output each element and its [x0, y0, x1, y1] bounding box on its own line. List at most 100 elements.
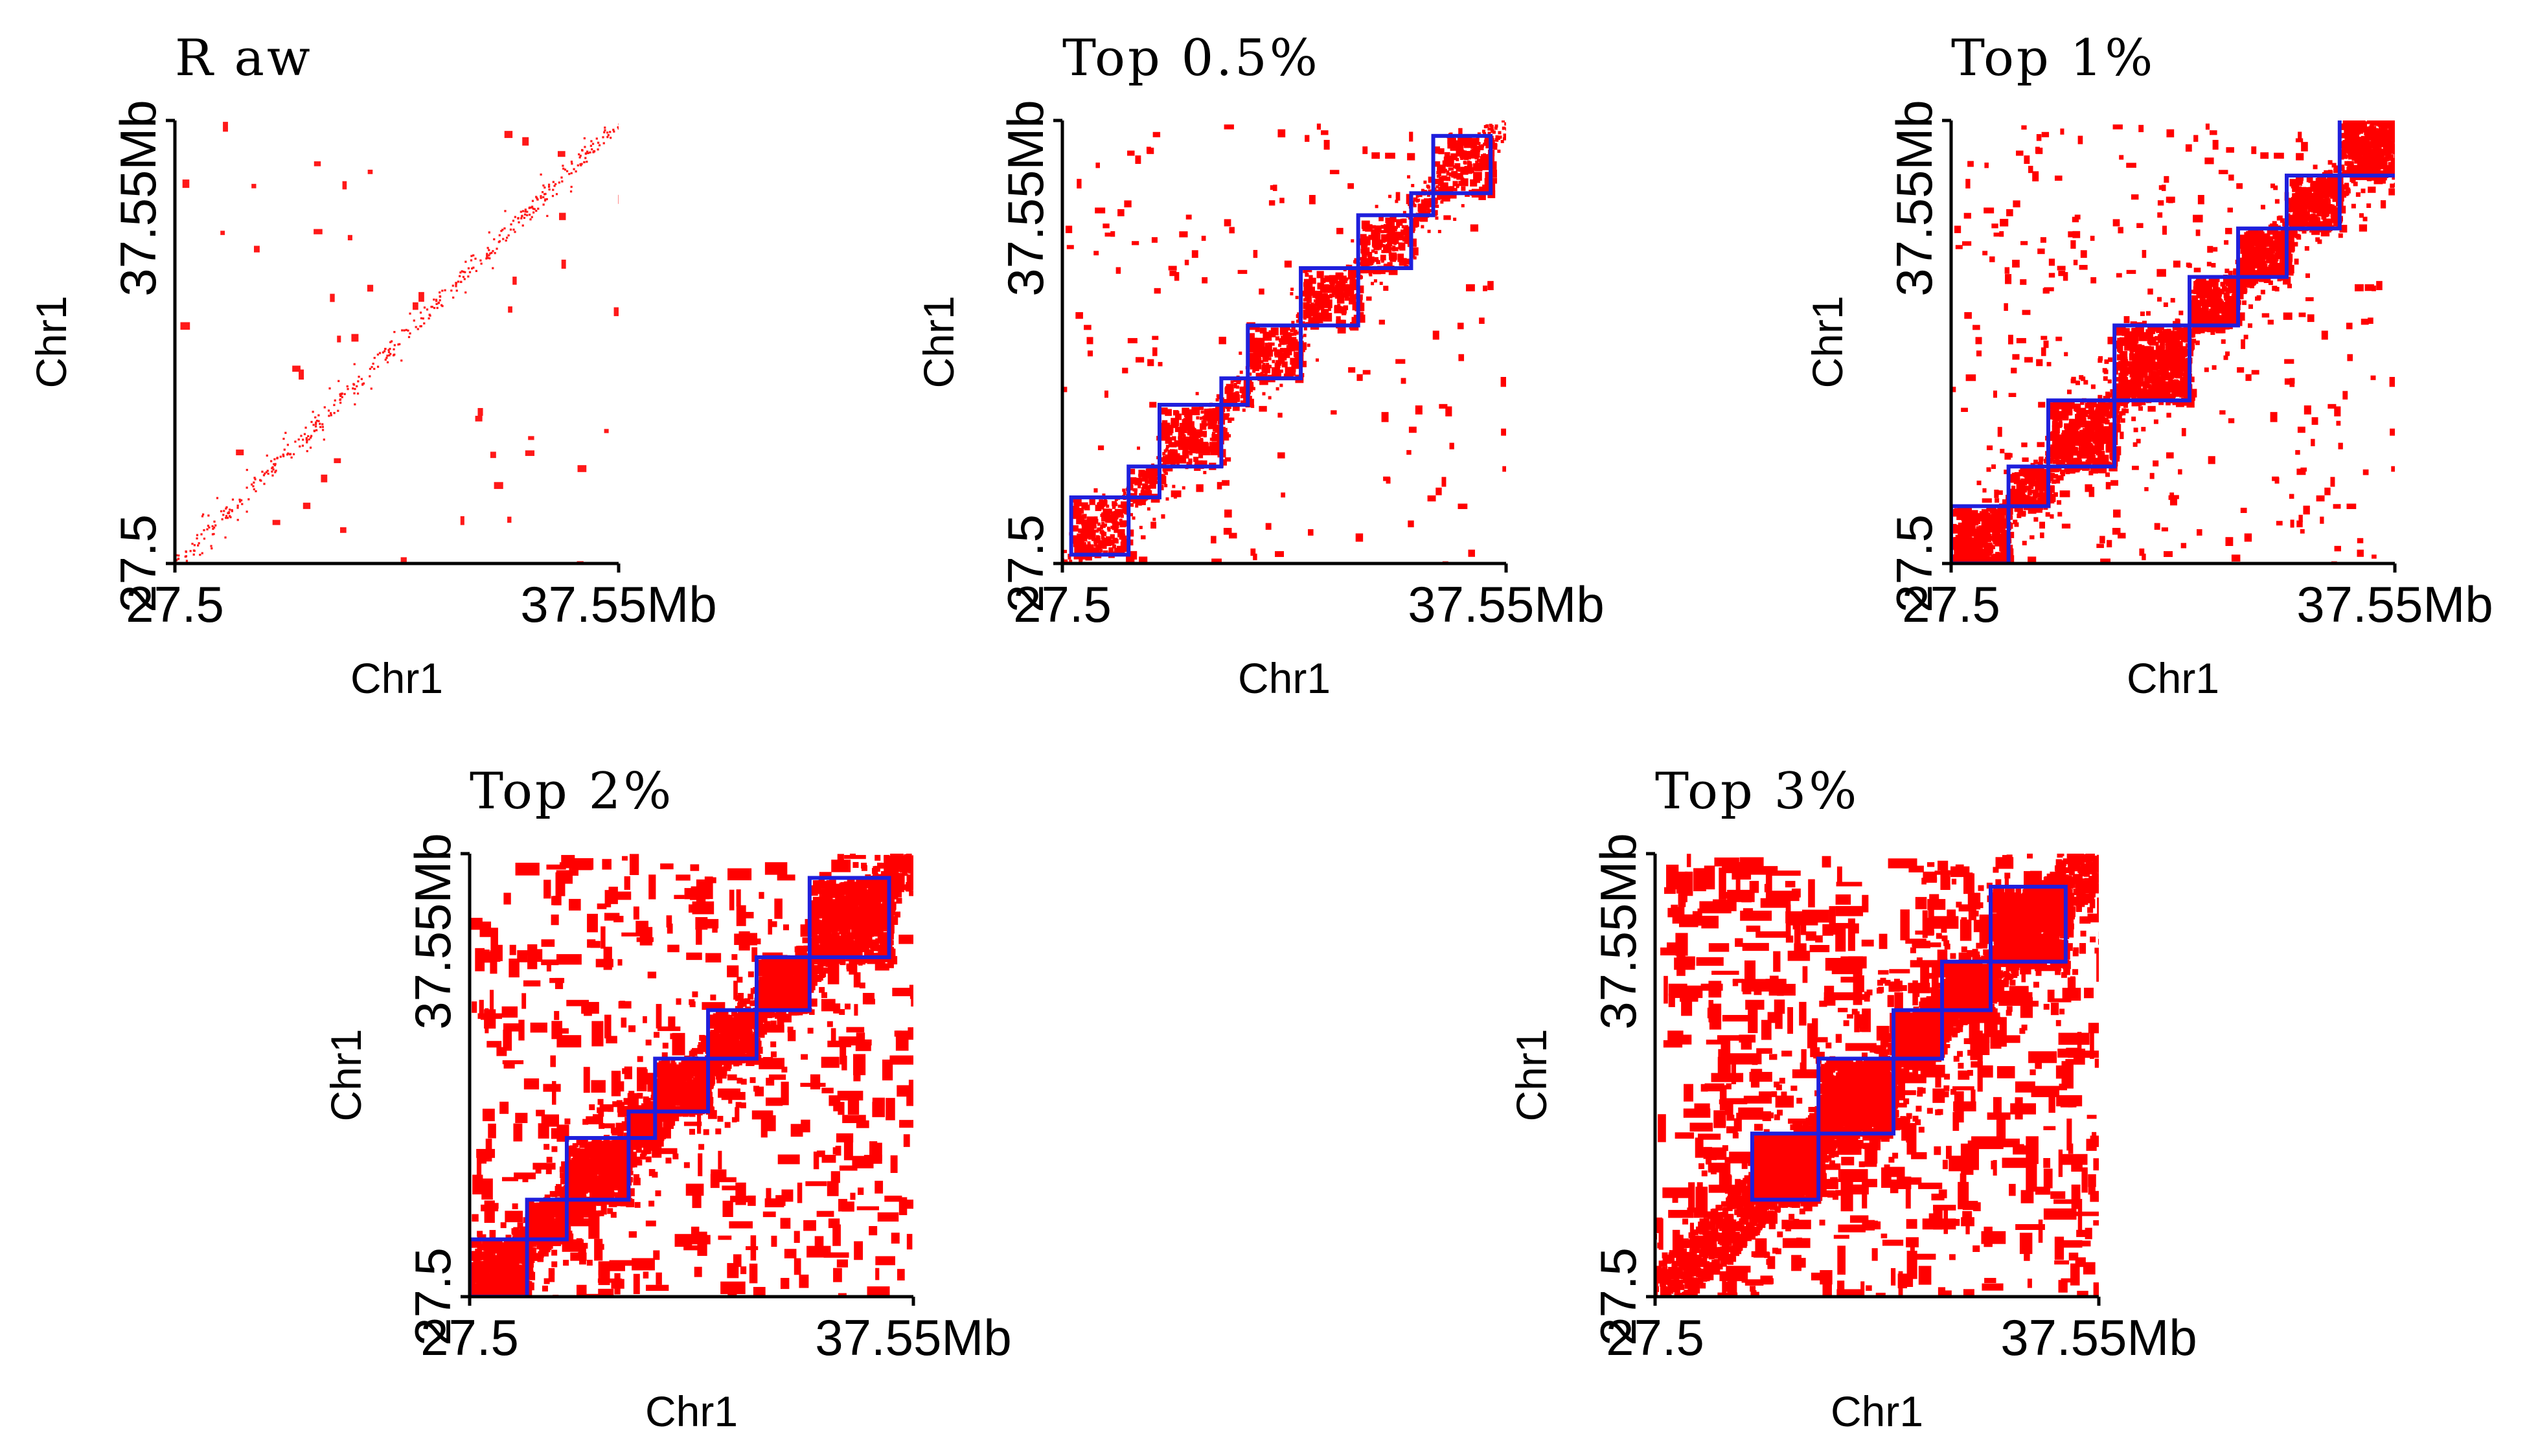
contact-mark	[306, 449, 308, 453]
contact-mark	[2169, 395, 2175, 402]
contact-mark	[1438, 179, 1444, 185]
contact-mark	[521, 215, 523, 218]
contact-mark	[1271, 342, 1275, 346]
contact-mark	[1170, 455, 1175, 461]
contact-mark	[1332, 291, 1336, 295]
contact-mark	[314, 416, 317, 419]
contact-mark	[417, 328, 419, 330]
contact-mark	[1149, 402, 1157, 408]
contact-marks	[175, 122, 619, 563]
contact-mark	[407, 336, 411, 339]
contact-mark	[2073, 404, 2081, 411]
contact-mark	[2173, 387, 2179, 393]
contact-mark	[2018, 489, 2026, 495]
contact-mark	[1470, 145, 1474, 149]
contact-mark	[1233, 383, 1237, 387]
contact-mark	[1978, 555, 1985, 563]
contact-mark	[555, 183, 557, 185]
contact-mark	[1475, 177, 1481, 183]
contact-mark	[1316, 271, 1324, 279]
contact-mark	[212, 526, 216, 529]
contact-mark	[2397, 133, 2402, 138]
contact-mark	[2098, 402, 2104, 409]
contact-mark	[2318, 221, 2324, 227]
contact-mark	[2152, 381, 2159, 389]
contact-mark	[618, 194, 619, 204]
contact-mark	[299, 445, 301, 448]
contact-mark	[2217, 308, 2221, 312]
contact-mark	[2212, 286, 2219, 293]
contact-mark	[1987, 556, 1993, 562]
contact-mark	[1250, 389, 1253, 392]
contact-mark	[337, 336, 341, 343]
contact-mark	[528, 436, 534, 440]
contact-mark	[1196, 484, 1204, 492]
contact-mark	[444, 289, 446, 291]
contact-mark	[323, 406, 326, 409]
contact-mark	[2269, 260, 2274, 266]
contact-mark	[1127, 150, 1135, 156]
contact-mark	[1088, 526, 1095, 533]
contact-mark	[292, 365, 301, 372]
contact-mark	[2278, 215, 2283, 220]
contact-mark	[222, 514, 225, 516]
contact-mark	[2096, 416, 2101, 422]
contact-mark	[2019, 494, 2026, 501]
contact-mark	[1253, 553, 1257, 560]
contact-mark	[2421, 155, 2428, 162]
contact-mark	[203, 538, 206, 540]
contact-mark	[1278, 343, 1282, 347]
contact-mark	[1079, 558, 1083, 562]
contact-mark	[315, 423, 317, 426]
contact-mark	[1456, 168, 1459, 172]
contact-mark	[1147, 359, 1154, 367]
contact-mark	[2083, 431, 2093, 440]
contact-mark	[1497, 149, 1501, 153]
contact-mark	[2308, 179, 2313, 183]
contact-mark	[177, 554, 180, 557]
contact-mark	[312, 411, 314, 413]
contact-mark	[236, 505, 239, 507]
contact-mark	[2414, 124, 2421, 132]
contact-mark	[462, 275, 465, 279]
contact-mark	[542, 196, 545, 199]
contact-mark	[1450, 167, 1454, 171]
contact-mark	[2177, 386, 2181, 391]
contact-mark	[2108, 357, 2113, 362]
contact-mark	[2075, 450, 2081, 455]
contact-mark	[1215, 426, 1221, 433]
contact-mark	[1085, 553, 1092, 561]
contact-mark	[1992, 553, 1998, 560]
contact-mark	[1440, 200, 1444, 204]
contact-mark	[1429, 209, 1433, 212]
contact-mark	[1463, 140, 1472, 148]
contact-mark	[464, 271, 466, 273]
contact-mark	[2191, 315, 2199, 324]
contact-mark	[1951, 523, 1957, 529]
contact-mark	[2297, 216, 2304, 222]
contact-mark	[580, 163, 583, 165]
contact-mark	[2145, 329, 2151, 334]
contact-mark	[2191, 295, 2199, 302]
contact-mark	[2343, 154, 2348, 159]
contact-mark	[2309, 196, 2315, 201]
contact-mark	[1185, 414, 1193, 422]
contact-mark	[2104, 359, 2109, 364]
contact-mark	[2230, 297, 2237, 304]
contact-mark	[1189, 452, 1193, 456]
contact-mark	[613, 130, 615, 133]
contact-mark	[558, 181, 560, 184]
contact-mark	[1454, 163, 1461, 169]
contact-mark	[1389, 215, 1397, 223]
contact-mark	[2134, 330, 2142, 337]
contact-mark	[1138, 484, 1141, 488]
contact-mark	[1279, 339, 1285, 345]
contact-mark	[2080, 400, 2085, 405]
contact-mark	[1132, 241, 1139, 245]
contact-mark	[560, 176, 563, 179]
contact-mark	[1459, 150, 1465, 155]
contact-mark	[225, 507, 227, 510]
contact-mark	[2121, 408, 2127, 413]
contact-mark	[2408, 121, 2416, 129]
contact-mark	[1139, 525, 1143, 529]
